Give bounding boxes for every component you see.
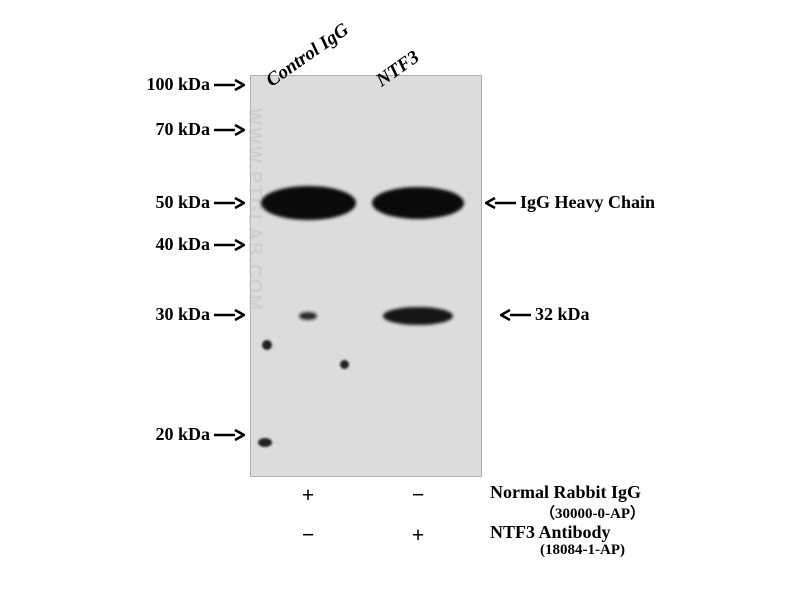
blot-band (261, 186, 356, 220)
watermark-text: WWW.PTGLAB.COM (244, 108, 265, 312)
annotation-label: 32 kDa (535, 304, 590, 325)
annotation-arrow-icon (500, 308, 532, 322)
treatment-indicator: + (296, 482, 320, 508)
marker-arrow-icon (213, 196, 245, 210)
blot-speck (340, 360, 349, 369)
blot-band (299, 312, 317, 320)
mw-marker-label: 30 kDa (80, 304, 210, 325)
western-blot-figure: WWW.PTGLAB.COM Control IgGNTF3100 kDa70 … (80, 20, 720, 580)
mw-marker-label: 40 kDa (80, 234, 210, 255)
treatment-indicator: + (406, 522, 430, 548)
mw-marker-label: 70 kDa (80, 119, 210, 140)
antibody-label: Normal Rabbit IgG (490, 482, 641, 503)
annotation-arrow-icon (485, 196, 517, 210)
blot-band (372, 187, 464, 219)
blot-speck (262, 340, 272, 350)
mw-marker-label: 100 kDa (80, 74, 210, 95)
mw-marker-label: 20 kDa (80, 424, 210, 445)
blot-band (383, 307, 453, 325)
marker-arrow-icon (213, 308, 245, 322)
mw-marker-label: 50 kDa (80, 192, 210, 213)
treatment-indicator: − (296, 522, 320, 548)
antibody-catalog: (18084-1-AP) (540, 542, 625, 559)
marker-arrow-icon (213, 238, 245, 252)
marker-arrow-icon (213, 428, 245, 442)
antibody-label: NTF3 Antibody (490, 522, 611, 543)
marker-arrow-icon (213, 78, 245, 92)
treatment-indicator: − (406, 482, 430, 508)
antibody-catalog: （30000-0-AP） (540, 502, 645, 523)
blot-membrane (250, 75, 482, 477)
annotation-label: IgG Heavy Chain (520, 192, 655, 213)
blot-speck (258, 438, 272, 447)
marker-arrow-icon (213, 123, 245, 137)
